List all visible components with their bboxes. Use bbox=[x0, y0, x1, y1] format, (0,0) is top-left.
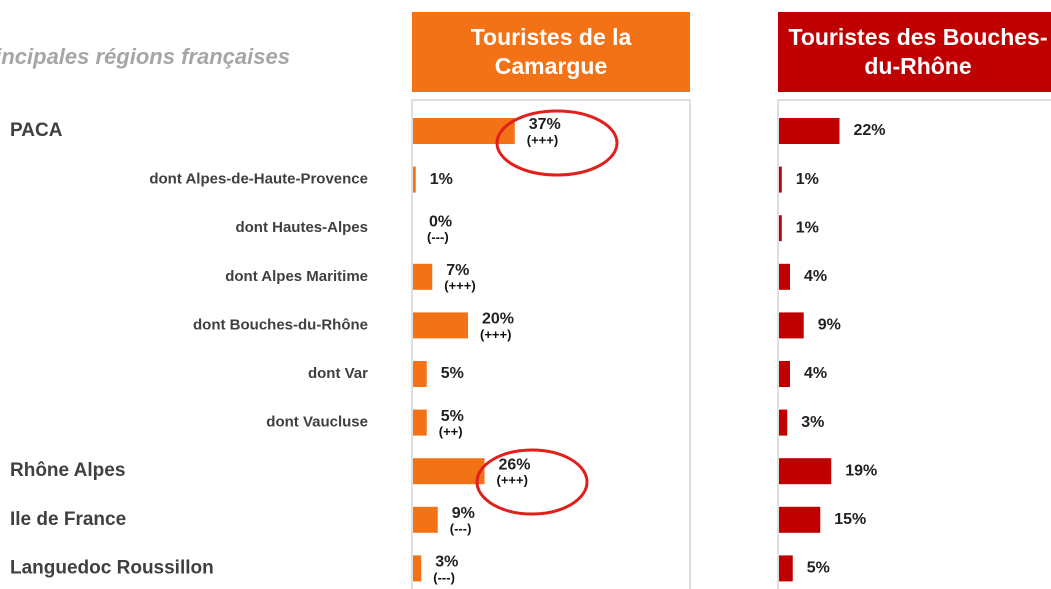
value-label: 5% bbox=[441, 365, 464, 382]
value-label: 20% bbox=[482, 311, 514, 328]
bar bbox=[779, 555, 793, 582]
category-label: dont Vaucluse bbox=[266, 414, 368, 431]
category-label: Rhône Alpes bbox=[10, 460, 125, 481]
bar bbox=[779, 506, 821, 533]
category-label: PACA bbox=[10, 120, 63, 141]
category-label: dont Var bbox=[308, 365, 368, 382]
bar bbox=[413, 166, 416, 193]
bar bbox=[779, 409, 788, 436]
bar bbox=[413, 361, 427, 387]
bar bbox=[779, 312, 804, 339]
value-label: 9% bbox=[818, 317, 841, 334]
value-label: 0% bbox=[429, 213, 452, 230]
bar bbox=[413, 312, 468, 339]
category-label: dont Bouches-du-Rhône bbox=[193, 316, 368, 333]
significance-label: (+++) bbox=[497, 473, 528, 488]
significance-label: (---) bbox=[427, 230, 449, 245]
value-label: 37% bbox=[529, 116, 561, 133]
bar bbox=[413, 458, 485, 485]
significance-label: (+++) bbox=[480, 327, 511, 342]
bar bbox=[779, 166, 782, 193]
bar bbox=[779, 458, 832, 485]
category-label: dont Alpes-de-Haute-Provence bbox=[149, 171, 368, 188]
value-label: 3% bbox=[435, 554, 458, 571]
category-label: dont Alpes Maritime bbox=[225, 268, 368, 285]
highlight-circle bbox=[495, 109, 619, 177]
significance-label: (++) bbox=[439, 424, 463, 439]
bar bbox=[413, 263, 433, 290]
category-label: Ile de France bbox=[10, 509, 126, 530]
bar bbox=[779, 118, 840, 144]
value-label: 9% bbox=[452, 505, 475, 522]
value-label: 1% bbox=[796, 171, 819, 188]
significance-label: (---) bbox=[433, 570, 455, 585]
value-label: 4% bbox=[804, 365, 827, 382]
bar bbox=[413, 409, 427, 436]
bar bbox=[413, 506, 438, 533]
category-label: dont Hautes-Alpes bbox=[235, 219, 368, 236]
bar bbox=[779, 263, 790, 290]
value-label: 4% bbox=[804, 268, 827, 285]
value-label: 3% bbox=[801, 414, 824, 431]
value-label: 5% bbox=[807, 560, 830, 577]
significance-label: (---) bbox=[450, 521, 472, 536]
bar bbox=[779, 361, 790, 387]
panel-frame bbox=[411, 99, 691, 589]
bar bbox=[779, 215, 782, 242]
significance-label: (+++) bbox=[527, 132, 558, 147]
value-label: 22% bbox=[854, 122, 886, 139]
series-header: Touristes de la Camargue bbox=[412, 12, 690, 92]
value-label: 26% bbox=[499, 456, 531, 473]
value-label: 19% bbox=[845, 462, 877, 479]
value-label: 5% bbox=[441, 408, 464, 425]
value-label: 1% bbox=[796, 219, 819, 236]
value-label: 7% bbox=[446, 262, 469, 279]
value-label: 15% bbox=[834, 511, 866, 528]
bar bbox=[413, 555, 422, 582]
highlight-circle bbox=[475, 448, 589, 516]
value-label: 1% bbox=[430, 171, 453, 188]
chart-title: Principales régions françaises bbox=[0, 44, 290, 69]
category-label: Languedoc Roussillon bbox=[10, 557, 214, 578]
significance-label: (+++) bbox=[444, 278, 475, 293]
panel-frame bbox=[777, 99, 1051, 589]
series-header: Touristes des Bouches-du-Rhône bbox=[778, 12, 1051, 92]
